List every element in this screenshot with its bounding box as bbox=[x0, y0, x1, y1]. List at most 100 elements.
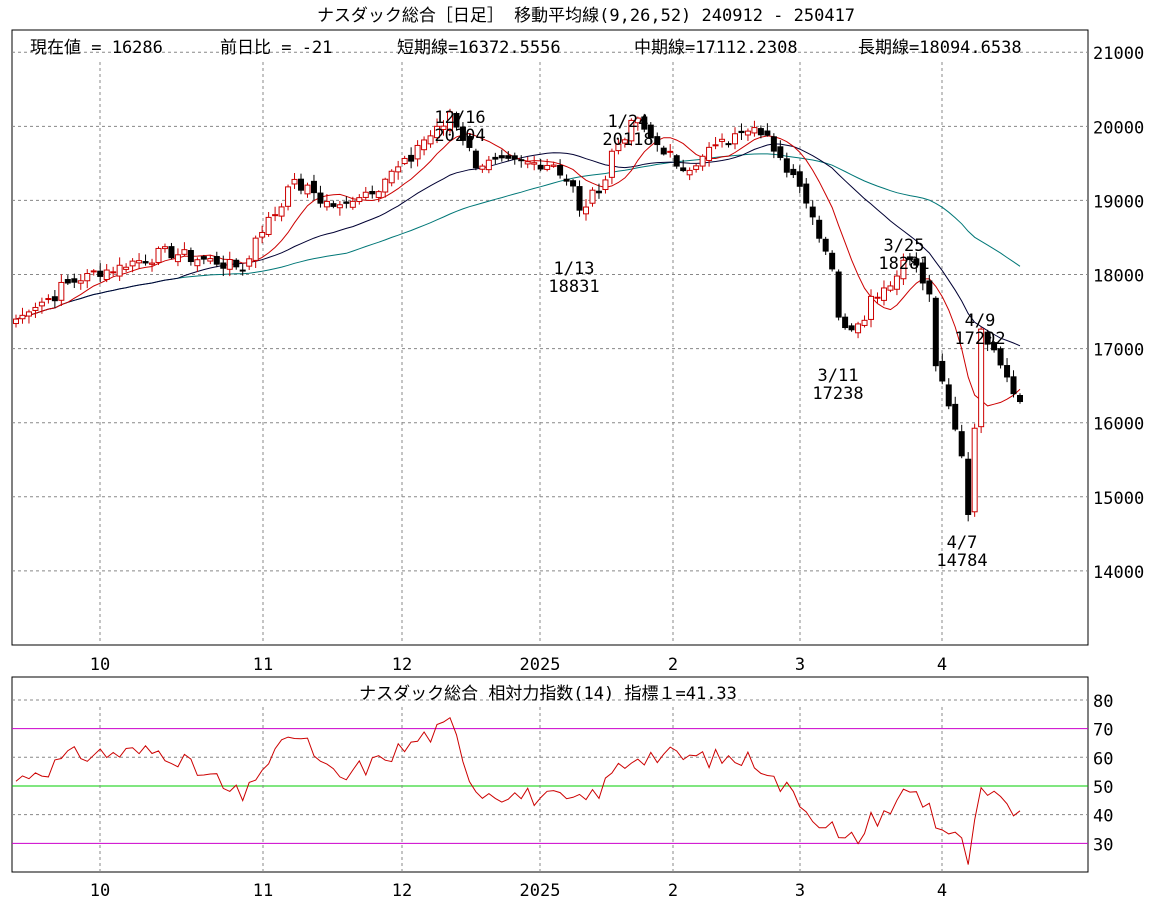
annotation-value: 20118 bbox=[602, 130, 653, 150]
candle-body bbox=[738, 130, 745, 134]
candle-body bbox=[822, 238, 829, 252]
candle-body bbox=[375, 191, 382, 198]
rsi-x-tick: 10 bbox=[90, 881, 110, 901]
price-y-tick: 19000 bbox=[1093, 192, 1144, 212]
candle-body bbox=[97, 270, 104, 277]
candle-body bbox=[744, 130, 751, 136]
candle-body bbox=[835, 271, 842, 318]
rsi-chart-title: ナスダック総合 相対力指数(14) 指標１=41.33 bbox=[359, 684, 737, 704]
price-x-tick: 11 bbox=[253, 655, 273, 675]
candle-body bbox=[790, 168, 797, 176]
price-y-tick: 17000 bbox=[1093, 341, 1144, 361]
candle-body bbox=[58, 281, 65, 301]
candle-body bbox=[731, 133, 738, 145]
candle-body bbox=[641, 116, 648, 130]
price-y-tick: 15000 bbox=[1093, 489, 1144, 509]
candle-body bbox=[1010, 376, 1017, 395]
candle-body bbox=[932, 297, 939, 367]
candle-body bbox=[64, 279, 71, 284]
candle-body bbox=[155, 247, 162, 263]
candle-body bbox=[900, 259, 907, 280]
candle-body bbox=[45, 298, 52, 301]
rsi-x-axis: 10 11 12 2025 2 3 4 bbox=[90, 881, 947, 901]
annotation-date: 12/16 bbox=[434, 108, 485, 128]
candle-body bbox=[110, 271, 117, 274]
candle-body bbox=[842, 316, 849, 329]
candle-body bbox=[505, 155, 512, 159]
candle-body bbox=[336, 204, 343, 209]
rsi-y-tick: 60 bbox=[1093, 749, 1113, 769]
candle-body bbox=[38, 301, 45, 307]
candle-body bbox=[997, 348, 1004, 366]
candle-body bbox=[621, 139, 628, 144]
candle-body bbox=[492, 156, 499, 160]
candle-body bbox=[1017, 395, 1023, 403]
candle-body bbox=[544, 164, 551, 170]
candle-body bbox=[770, 136, 777, 152]
candle-body bbox=[608, 150, 615, 178]
candle-body bbox=[783, 158, 790, 173]
candle-body bbox=[408, 154, 415, 162]
candle-body bbox=[226, 258, 233, 270]
rsi-axis: 80 70 60 50 40 30 bbox=[1093, 692, 1113, 855]
annotation-date: 3/11 bbox=[818, 366, 859, 386]
candle-body bbox=[90, 270, 97, 273]
candle-body bbox=[855, 323, 862, 334]
candle-body bbox=[369, 190, 376, 195]
candle-body bbox=[446, 111, 453, 131]
rsi-x-tick: 2 bbox=[668, 881, 678, 901]
price-y-tick: 21000 bbox=[1093, 44, 1144, 64]
candle-body bbox=[796, 171, 803, 187]
candle-body bbox=[103, 269, 110, 280]
candle-body bbox=[919, 262, 926, 284]
candle-body bbox=[945, 384, 952, 407]
rsi-y-tick: 50 bbox=[1093, 778, 1113, 798]
candle-body bbox=[427, 135, 434, 145]
candle-body bbox=[719, 138, 726, 142]
candle-body bbox=[647, 124, 654, 139]
moving-averages bbox=[15, 132, 1021, 407]
short-ma-line bbox=[15, 132, 1021, 407]
candle-body bbox=[570, 180, 577, 187]
candle-body bbox=[757, 128, 764, 136]
candle-body bbox=[498, 155, 505, 159]
candle-body bbox=[667, 150, 674, 153]
candle-body bbox=[926, 280, 933, 295]
candle-body bbox=[174, 254, 181, 263]
price-x-tick: 12 bbox=[392, 655, 412, 675]
candle-body bbox=[388, 170, 395, 184]
price-y-tick: 16000 bbox=[1093, 415, 1144, 435]
candle-body bbox=[518, 159, 525, 162]
candle-body bbox=[123, 266, 130, 270]
price-x-tick: 3 bbox=[795, 655, 805, 675]
candle-body bbox=[751, 127, 758, 134]
candle-body bbox=[868, 295, 875, 320]
candle-body bbox=[13, 318, 19, 325]
annotation-value: 20204 bbox=[434, 126, 485, 146]
info-mid-ma: 中期線=17112.2308 bbox=[634, 38, 798, 58]
candle-body bbox=[317, 192, 324, 204]
candle-body bbox=[906, 256, 913, 261]
price-y-tick: 20000 bbox=[1093, 118, 1144, 138]
candle-body bbox=[395, 166, 402, 173]
candle-body bbox=[479, 165, 486, 170]
candle-body bbox=[777, 146, 784, 158]
candle-body bbox=[524, 161, 531, 165]
candle-body bbox=[971, 427, 978, 513]
candle-body bbox=[459, 126, 466, 141]
candle-body bbox=[265, 216, 272, 235]
candle-body bbox=[200, 256, 207, 260]
candle-body bbox=[168, 246, 175, 259]
candle-body bbox=[602, 179, 609, 191]
candle-body bbox=[246, 258, 253, 267]
candle-body bbox=[764, 130, 771, 136]
price-x-tick: 2025 bbox=[520, 655, 561, 675]
candle-body bbox=[472, 150, 479, 169]
candle-body bbox=[239, 269, 246, 272]
info-short-ma: 短期線=16372.5556 bbox=[397, 38, 561, 58]
candle-body bbox=[984, 331, 991, 345]
candle-body bbox=[693, 165, 700, 170]
rsi-panel bbox=[11, 676, 1089, 873]
candle-body bbox=[893, 275, 900, 290]
